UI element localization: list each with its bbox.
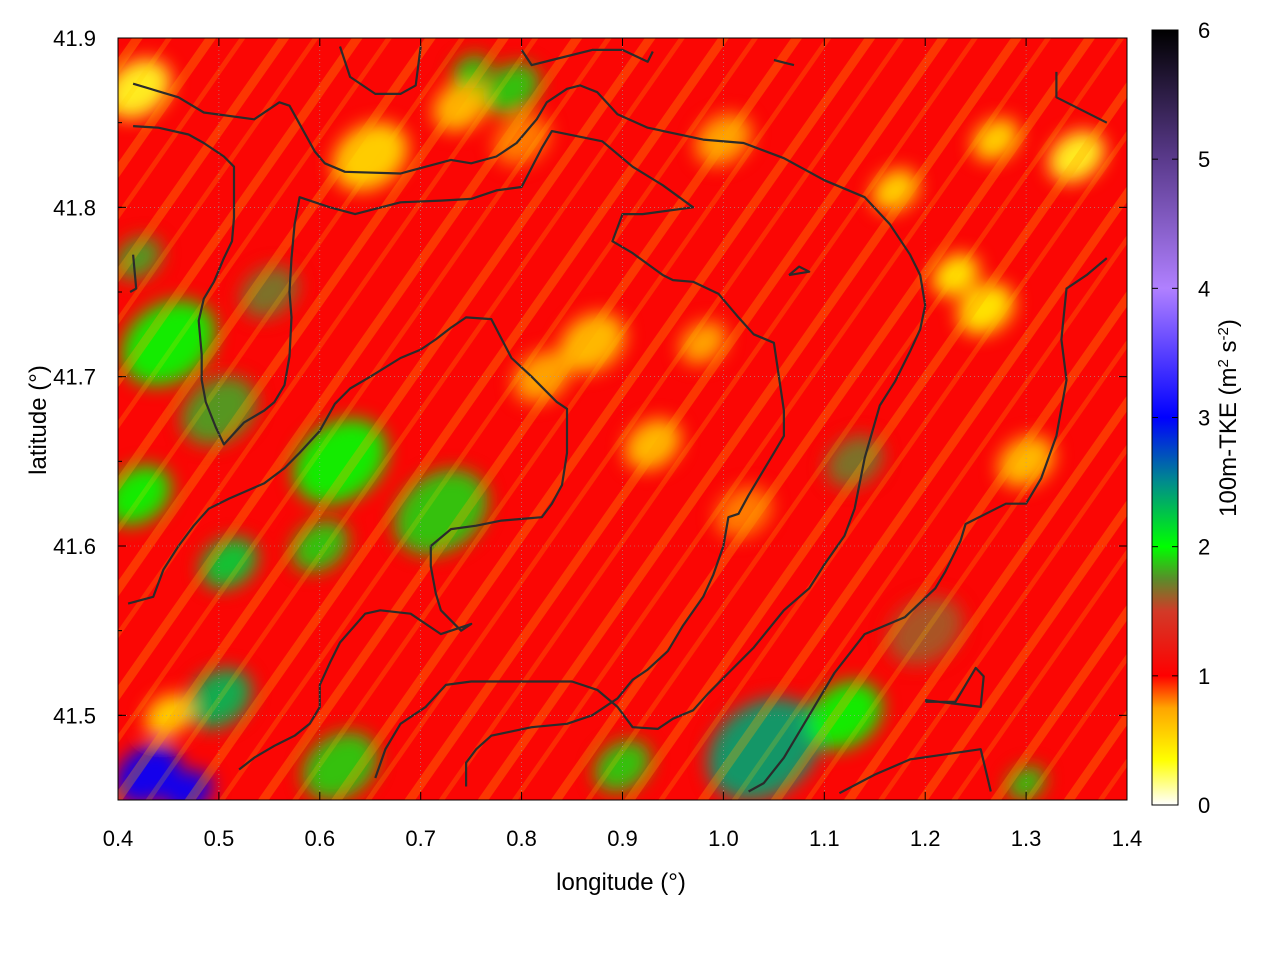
y-axis-title: latitude (°): [25, 365, 52, 475]
x-tick-label: 0.7: [405, 826, 436, 851]
x-tick-label: 0.9: [607, 826, 638, 851]
y-tick-label: 41.7: [53, 365, 96, 390]
contour-line: [838, 748, 992, 795]
contour-line: [788, 265, 811, 277]
contour-line: [129, 254, 138, 293]
terrain-contours: [127, 46, 1108, 795]
colorbar-tick-label: 3: [1198, 406, 1210, 431]
x-tick-label: 1.1: [809, 826, 840, 851]
colorbar-title: 100m-TKE (m2 s-2): [1215, 319, 1243, 517]
x-tick-label: 1.2: [910, 826, 941, 851]
contour-line: [133, 125, 785, 787]
y-tick-label: 41.9: [53, 26, 96, 51]
contour-line: [1055, 71, 1108, 124]
colorbar-tick-label: 4: [1198, 276, 1210, 301]
colorbar-tick-label: 2: [1198, 535, 1210, 560]
colorbar-tick-label: 5: [1198, 147, 1210, 172]
tke-field: [118, 38, 1127, 800]
x-tick-label: 1.4: [1112, 826, 1143, 851]
contour-line: [748, 257, 1108, 793]
x-tick-label: 0.6: [305, 826, 336, 851]
contour-line: [338, 46, 422, 95]
y-tick-label: 41.5: [53, 703, 96, 728]
x-tick-labels: 0.4 0.5 0.6 0.7 0.8 0.9 1.0 1.1 1.2 1.3 1.4: [103, 826, 1143, 851]
y-tick-label: 41.6: [53, 534, 96, 559]
plot-area: 0.4 0.5 0.6 0.7 0.8 0.9 1.0 1.1 1.2 1.3 1.4 41.541…: [53, 26, 1142, 851]
axis-ticks: [117, 37, 1128, 801]
colorbar-tick-label: 6: [1198, 18, 1210, 43]
x-tick-label: 0.8: [506, 826, 537, 851]
x-tick-label: 1.0: [708, 826, 739, 851]
y-tick-label: 41.8: [53, 195, 96, 220]
x-tick-label: 1.3: [1011, 826, 1042, 851]
x-axis-title: longitude (°): [556, 869, 686, 896]
colorbar-tick-label: 1: [1198, 664, 1210, 689]
contour-line: [520, 48, 654, 67]
contour-line: [925, 666, 985, 708]
contour-line: [773, 58, 795, 67]
x-tick-label: 0.4: [103, 826, 134, 851]
colorbar: 0 1 2 3 4 5 6 100m-TKE (m2 s-2): [1151, 18, 1243, 818]
colorbar-ticks: 0 1 2 3 4 5 6: [1152, 18, 1210, 818]
contour-line: [127, 316, 569, 771]
contour-line: [132, 82, 927, 779]
x-tick-label: 0.5: [204, 826, 235, 851]
colorbar-tick-label: 0: [1198, 793, 1210, 818]
y-tick-labels: 41.5 41.6 41.7 41.8 41.9: [53, 26, 96, 728]
